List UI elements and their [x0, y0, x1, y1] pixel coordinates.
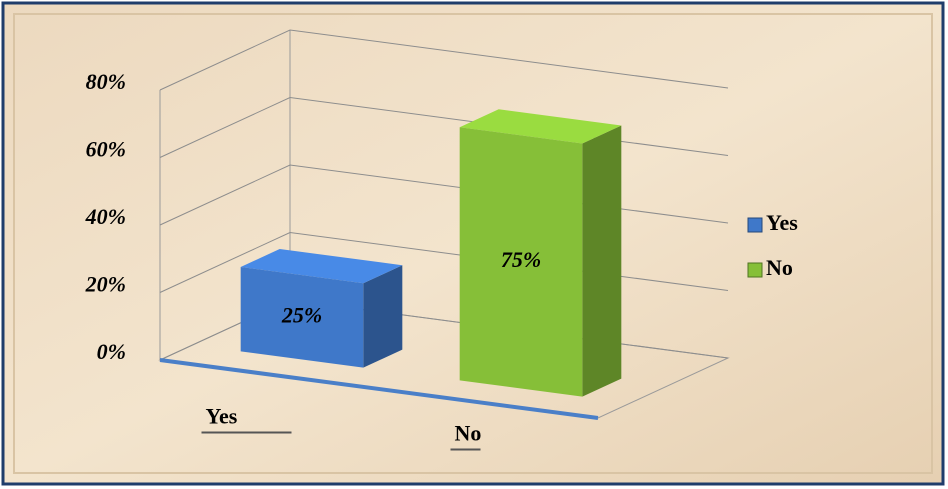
grid-line: [159, 29, 729, 91]
bar-front: [240, 267, 364, 368]
legend-label: Yes: [766, 210, 798, 235]
bar-side: [363, 265, 403, 368]
y-tick-label: 40%: [85, 204, 126, 229]
bar: [240, 249, 403, 368]
x-axis-line: [159, 358, 599, 420]
inner-frame: [13, 13, 933, 474]
legend-swatch: [747, 217, 763, 233]
legend-swatch: [747, 262, 763, 278]
y-tick-label: 60%: [86, 137, 126, 162]
bar-front: [459, 127, 583, 397]
x-tick-label: Yes: [206, 404, 238, 429]
y-tick-label: 80%: [86, 69, 126, 94]
x-tick-label: No: [455, 421, 482, 446]
value-label: 25%: [281, 302, 322, 327]
y-tick-label: 0%: [97, 339, 126, 364]
plot-area: 0% 20% 40% 60% 80% 25% Yes Yes 75% No No: [85, 29, 798, 451]
y-tick-label: 20%: [85, 272, 126, 297]
bar-top: [240, 249, 403, 284]
bar: [459, 109, 622, 397]
value-label: 75%: [501, 247, 541, 272]
bar-top: [459, 109, 622, 144]
bar-side: [582, 125, 622, 397]
legend-label: No: [766, 255, 793, 280]
